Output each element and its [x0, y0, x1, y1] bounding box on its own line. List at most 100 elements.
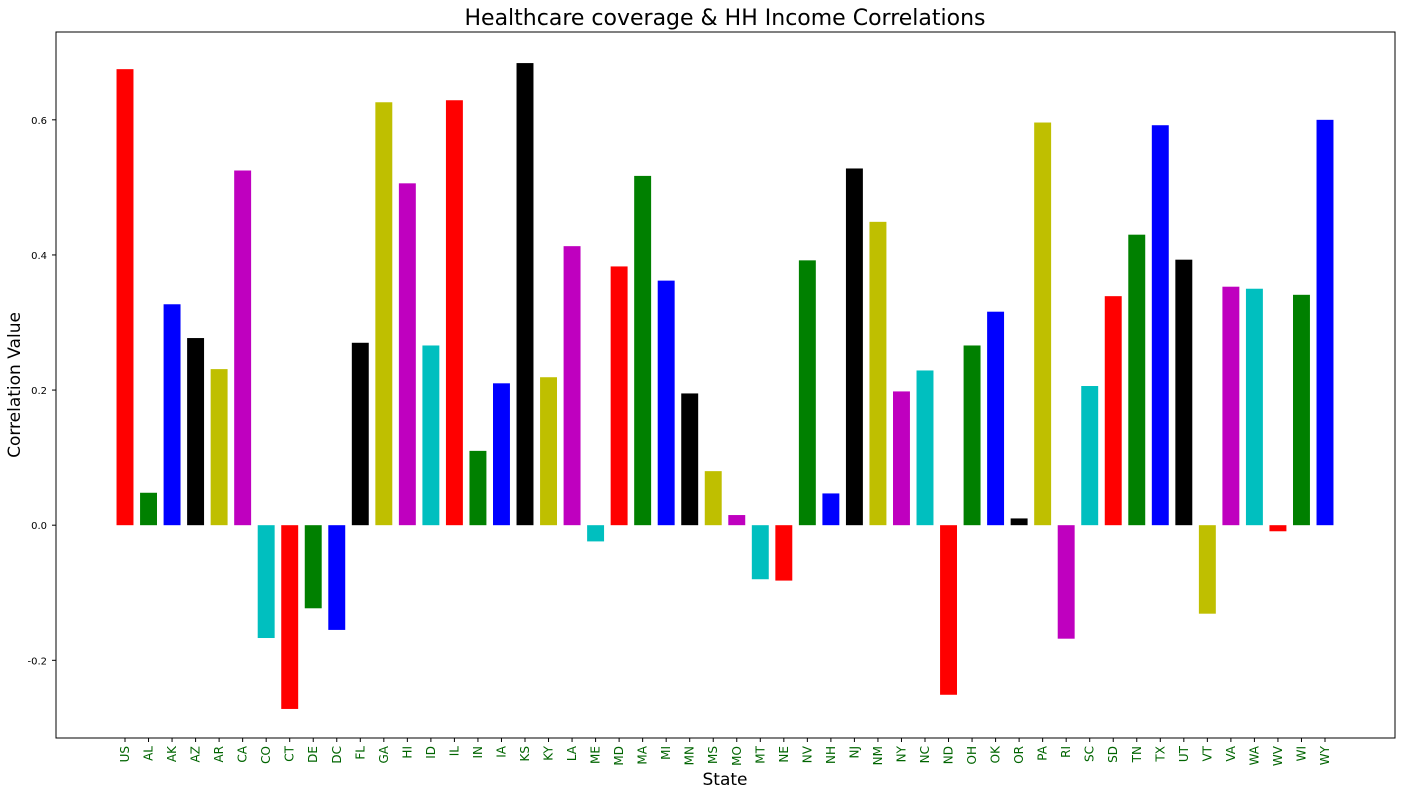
bar-nj [845, 168, 863, 526]
x-tick-label: NJ [847, 746, 861, 759]
x-tick-label: PA [1036, 745, 1050, 760]
bar-nc [916, 370, 934, 526]
bar-pa [1034, 122, 1052, 526]
bar-tn [1128, 234, 1146, 526]
bar-ny [893, 391, 910, 526]
x-tick-label: SD [1106, 746, 1120, 763]
y-tick-label: 0.0 [31, 521, 47, 532]
bar-ut [1175, 259, 1193, 526]
bar-de [304, 525, 322, 609]
bar-al [140, 492, 157, 526]
x-tick-label: WV [1271, 745, 1285, 766]
x-tick-label: WY [1318, 745, 1332, 765]
x-tick-label: CA [236, 745, 250, 762]
bar-ca [234, 170, 252, 526]
bar-sc [1081, 386, 1099, 526]
bar-ma [634, 175, 652, 526]
x-tick-label: MN [683, 746, 697, 765]
bar-ri [1057, 525, 1075, 639]
x-tick-label: WA [1247, 745, 1261, 765]
chart-title: Healthcare coverage & HH Income Correlat… [465, 6, 986, 31]
x-tick-label: AR [212, 746, 226, 763]
x-tick-label: HI [400, 746, 414, 759]
x-tick-label: VA [1224, 745, 1238, 761]
bar-ky [540, 377, 557, 526]
x-tick-label: NV [800, 745, 814, 763]
bar-mn [681, 393, 699, 526]
bar-wy [1316, 119, 1334, 526]
x-tick-label: NC [918, 746, 932, 763]
x-tick-label: AK [165, 745, 179, 762]
bar-az [187, 338, 205, 526]
bar-la [563, 246, 581, 526]
bar-nm [869, 221, 887, 526]
x-tick-label: ID [424, 746, 438, 759]
bar-vt [1198, 525, 1216, 614]
bar-co [257, 525, 275, 639]
x-tick-label: MI [659, 746, 673, 760]
x-tick-label: AZ [189, 746, 203, 762]
bar-sd [1104, 296, 1122, 526]
bar-wi [1293, 294, 1310, 526]
y-tick-label: 0.2 [31, 386, 47, 397]
bar-ok [987, 311, 1005, 526]
x-tick-label: OK [989, 745, 1003, 763]
bars-layer [116, 63, 1334, 709]
bar-wv [1269, 525, 1287, 532]
x-tick-label: MS [706, 746, 720, 764]
bar-mi [657, 280, 675, 526]
bar-nh [822, 493, 840, 526]
x-tick-label: NY [894, 745, 908, 762]
bar-in [469, 450, 487, 526]
bar-ia [493, 383, 510, 526]
x-tick-label: CO [259, 746, 273, 764]
bar-fl [351, 342, 369, 526]
x-tick-label: RI [1059, 746, 1073, 758]
x-tick-label: KS [518, 746, 532, 762]
x-tick-label: OH [965, 746, 979, 764]
x-tick-label: OR [1012, 746, 1026, 764]
bar-ms [704, 471, 722, 526]
bar-oh [963, 345, 981, 526]
bar-hi [398, 183, 416, 526]
x-tick-label: US [118, 746, 132, 762]
y-axis: -0.2 0.0 0.2 0.4 0.6 [27, 116, 56, 667]
bar-mo [728, 515, 746, 526]
x-tick-label: IN [471, 746, 485, 759]
bar-mt [751, 525, 769, 580]
x-tick-label: MA [636, 745, 650, 764]
x-tick-label: MO [730, 746, 744, 766]
bar-ak [163, 304, 181, 526]
x-tick-label: MD [612, 746, 626, 766]
x-tick-label: NM [871, 746, 885, 765]
bar-md [610, 266, 628, 526]
bar-tx [1151, 125, 1169, 526]
bar-nd [940, 525, 957, 695]
plot-frame [55, 31, 1396, 739]
x-tick-label: WI [1294, 746, 1308, 761]
x-tick-label: SC [1083, 746, 1097, 762]
x-tick-label: CT [283, 745, 297, 761]
bar-ct [281, 525, 299, 709]
x-tick-label: FL [353, 746, 367, 760]
bar-id [422, 345, 440, 526]
y-tick-label: -0.2 [27, 656, 47, 667]
x-tick-label: VT [1200, 745, 1214, 761]
bar-ks [516, 63, 534, 526]
bar-ar [210, 369, 228, 526]
bar-us [116, 69, 134, 526]
bar-dc [328, 525, 346, 630]
bar-or [1010, 518, 1028, 526]
x-tick-label: GA [377, 745, 391, 763]
x-tick-label: DC [330, 746, 344, 764]
bar-nv [798, 260, 816, 526]
x-tick-label: ND [942, 746, 956, 764]
x-tick-label: KY [542, 745, 556, 760]
x-tick-label: ME [589, 746, 603, 764]
x-tick-label: AL [142, 746, 156, 761]
bar-me [587, 525, 605, 542]
bar-ne [775, 525, 793, 581]
x-axis-label: State [703, 770, 748, 790]
bar-wa [1245, 288, 1263, 526]
